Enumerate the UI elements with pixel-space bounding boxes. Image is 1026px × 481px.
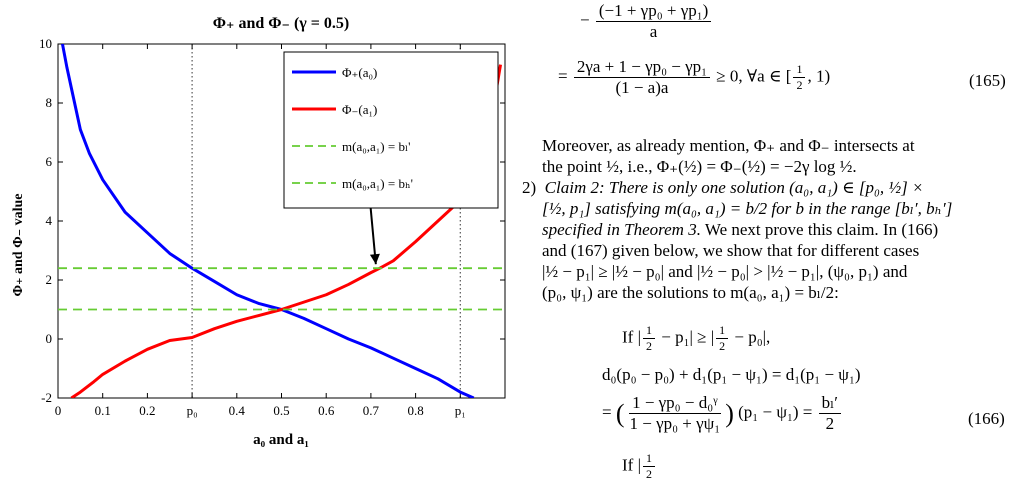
legend-box [283, 51, 499, 209]
series-line [60, 44, 475, 398]
fraction: 2γa + 1 − γp₀ − γp₁ (1 − a)a [573, 58, 711, 97]
x-tick-label: 0.6 [318, 403, 335, 418]
equation-165: = 2γa + 1 − γp₀ − γp₁ (1 − a)a ≥ 0, ∀a ∈… [558, 57, 831, 97]
claim-2-item: 2) Claim 2: There is only one solution (… [522, 178, 953, 302]
y-tick-label: 0 [46, 331, 53, 346]
legend-label: Φ₋(a₁) [342, 102, 377, 117]
y-tick-label: 4 [46, 213, 53, 228]
y-tick-label: 10 [39, 36, 52, 51]
x-tick-label: 0.4 [229, 403, 246, 418]
y-tick-label: 8 [46, 95, 53, 110]
x-tick-label: 0.7 [363, 403, 380, 418]
x-tick-label: 0.5 [273, 403, 289, 418]
equation-number: (165) [969, 71, 1006, 90]
annotation-arrowhead [369, 253, 380, 265]
y-tick-label: 6 [46, 154, 53, 169]
paragraph-intersection: Moreover, as already mention, Φ₊ and Φ₋ … [542, 136, 915, 176]
x-tick-label: 0.1 [95, 403, 111, 418]
if-condition: If | 1 2 − p₁| ≥ | 1 2 − p₀|, [622, 323, 771, 353]
paper-text-column: − (−1 + γp₀ + γp₁) a = 2γa + 1 − γp₀ − γ… [522, 0, 1022, 481]
equation-166: = (1 − γp₀ − d₀ᵞ 1 − γp₀ + γψ₁) (p₁ − ψ₁)… [602, 394, 843, 433]
phi-plot-figure: Φ₊ and Φ₋ (γ = 0.5) Φ₊ and Φ₋ value a₀ a… [11, 15, 506, 448]
equation-line-1: − (−1 + γp₀ + γp₁) a [580, 2, 713, 41]
equation-number: (166) [968, 409, 1005, 428]
x-tick-label: 0 [55, 403, 62, 418]
legend-label: Φ₊(a₀) [342, 65, 377, 80]
y-axis-label: Φ₊ and Φ₋ value [11, 194, 26, 297]
chart-title: Φ₊ and Φ₋ (γ = 0.5) [213, 15, 349, 32]
x-tick-label: p₀ [187, 403, 198, 418]
x-axis-label: a₀ and a₁ [253, 432, 309, 448]
y-tick-label: -2 [41, 390, 52, 405]
legend-label: m(a₀,a₁) = bₗ' [342, 139, 410, 154]
fraction: (−1 + γp₀ + γp₁) a [595, 2, 712, 41]
x-tick-label: 0.8 [407, 403, 423, 418]
x-tick-label: p₁ [455, 403, 466, 418]
annotation-arrow [369, 200, 377, 265]
cut-off-line: If | 1 2 [622, 452, 657, 481]
x-tick-label: 0.2 [139, 403, 155, 418]
d-equation: d₀(p₀ − p₀) + d₁(p₁ − ψ₁) = d₁(p₁ − ψ₁) [602, 365, 861, 384]
y-tick-label: 2 [46, 272, 53, 287]
legend-label: m(a₀,a₁) = bₕ' [342, 176, 413, 191]
legend: Φ₊(a₀) Φ₋(a₁) m(a₀,a₁) = bₗ' m(a₀,a₁) = bₕ' [283, 51, 499, 209]
